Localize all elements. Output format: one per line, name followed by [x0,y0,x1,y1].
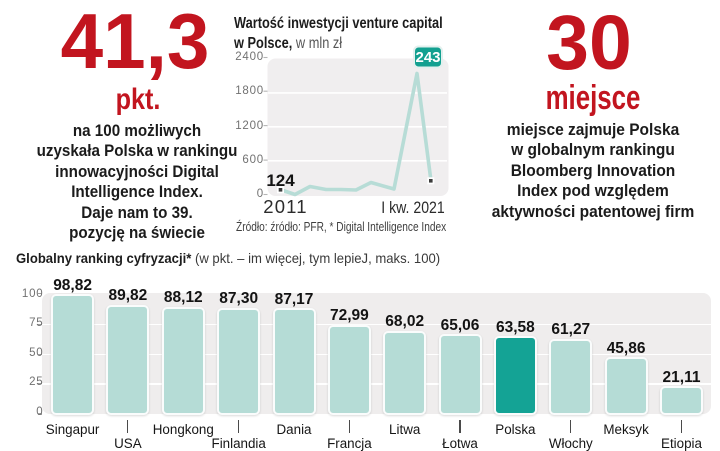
svg-text:243: 243 [415,49,440,66]
